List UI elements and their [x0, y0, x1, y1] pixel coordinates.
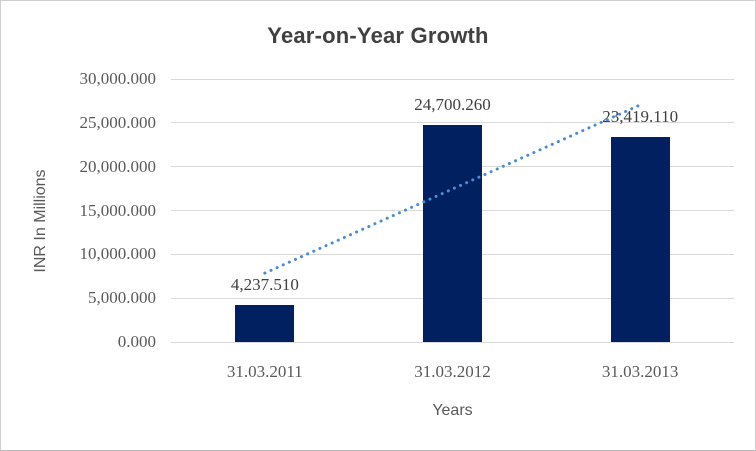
bar-data-label: 23,419.110: [602, 106, 679, 126]
gridline: [171, 341, 734, 343]
trendline: [263, 103, 642, 275]
y-tick-label: 20,000.000: [79, 156, 157, 176]
bar-data-label: 4,237.510: [230, 274, 299, 294]
x-tick-label: 31.03.2013: [601, 362, 679, 381]
trendline-path: [263, 103, 642, 275]
bar: [610, 136, 670, 342]
x-tick-label: 31.03.2011: [226, 362, 303, 381]
bar-data-label: 24,700.260: [414, 95, 491, 115]
y-tick-label: 10,000.000: [79, 244, 157, 264]
x-tick-label: 31.03.2012: [414, 362, 491, 381]
plot-area: 4,237.510 24,700.260 23,419.110: [171, 78, 734, 343]
chart-title: Year-on-Year Growth: [267, 23, 489, 48]
y-tick-label: 15,000.000: [79, 200, 157, 220]
x-axis-title: Years: [432, 402, 473, 419]
y-tick-label: 25,000.000: [79, 112, 157, 132]
gridline: [171, 122, 734, 124]
bar: [423, 125, 482, 342]
bar: [235, 304, 295, 342]
y-tick-label: 0.000: [117, 332, 156, 351]
y-tick-label: 30,000.000: [79, 69, 157, 88]
gridline: [171, 78, 734, 80]
y-tick-label: 5,000.000: [88, 288, 156, 308]
